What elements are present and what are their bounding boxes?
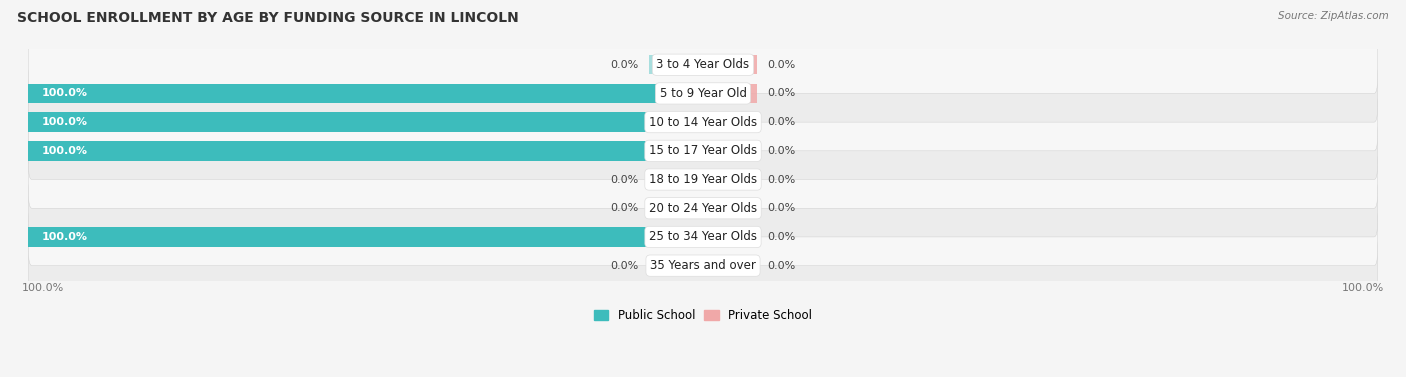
Bar bbox=[703, 227, 756, 247]
Bar bbox=[28, 112, 703, 132]
Text: 0.0%: 0.0% bbox=[768, 146, 796, 156]
Text: SCHOOL ENROLLMENT BY AGE BY FUNDING SOURCE IN LINCOLN: SCHOOL ENROLLMENT BY AGE BY FUNDING SOUR… bbox=[17, 11, 519, 25]
Text: 5 to 9 Year Old: 5 to 9 Year Old bbox=[659, 87, 747, 100]
Bar bbox=[650, 198, 703, 218]
FancyBboxPatch shape bbox=[28, 36, 1378, 93]
Text: 25 to 34 Year Olds: 25 to 34 Year Olds bbox=[650, 230, 756, 244]
Bar bbox=[28, 227, 703, 247]
Text: 20 to 24 Year Olds: 20 to 24 Year Olds bbox=[650, 202, 756, 215]
Bar bbox=[650, 55, 703, 75]
FancyBboxPatch shape bbox=[28, 122, 1378, 179]
Bar bbox=[703, 84, 756, 103]
Text: 0.0%: 0.0% bbox=[610, 203, 638, 213]
Text: 0.0%: 0.0% bbox=[768, 89, 796, 98]
Text: 10 to 14 Year Olds: 10 to 14 Year Olds bbox=[650, 116, 756, 129]
Text: 100.0%: 100.0% bbox=[42, 232, 89, 242]
Text: 0.0%: 0.0% bbox=[610, 261, 638, 271]
Text: 100.0%: 100.0% bbox=[1341, 284, 1385, 293]
Text: 100.0%: 100.0% bbox=[21, 284, 65, 293]
Text: 0.0%: 0.0% bbox=[610, 175, 638, 184]
Bar bbox=[703, 112, 756, 132]
Text: 100.0%: 100.0% bbox=[42, 117, 89, 127]
Bar bbox=[703, 55, 756, 75]
Text: 18 to 19 Year Olds: 18 to 19 Year Olds bbox=[650, 173, 756, 186]
Text: 0.0%: 0.0% bbox=[768, 203, 796, 213]
FancyBboxPatch shape bbox=[28, 65, 1378, 122]
Text: 3 to 4 Year Olds: 3 to 4 Year Olds bbox=[657, 58, 749, 71]
Text: 100.0%: 100.0% bbox=[42, 146, 89, 156]
Text: 0.0%: 0.0% bbox=[768, 232, 796, 242]
Bar bbox=[650, 256, 703, 275]
Text: 0.0%: 0.0% bbox=[768, 117, 796, 127]
Text: 0.0%: 0.0% bbox=[610, 60, 638, 70]
Bar bbox=[28, 84, 703, 103]
Text: 0.0%: 0.0% bbox=[768, 175, 796, 184]
FancyBboxPatch shape bbox=[28, 179, 1378, 237]
Bar bbox=[703, 198, 756, 218]
FancyBboxPatch shape bbox=[28, 208, 1378, 266]
Bar bbox=[703, 170, 756, 189]
Text: 100.0%: 100.0% bbox=[42, 89, 89, 98]
Bar bbox=[650, 170, 703, 189]
Bar bbox=[703, 141, 756, 161]
Text: 35 Years and over: 35 Years and over bbox=[650, 259, 756, 272]
FancyBboxPatch shape bbox=[28, 93, 1378, 151]
Text: 0.0%: 0.0% bbox=[768, 60, 796, 70]
Text: Source: ZipAtlas.com: Source: ZipAtlas.com bbox=[1278, 11, 1389, 21]
FancyBboxPatch shape bbox=[28, 237, 1378, 294]
Text: 15 to 17 Year Olds: 15 to 17 Year Olds bbox=[650, 144, 756, 157]
Bar bbox=[28, 141, 703, 161]
FancyBboxPatch shape bbox=[28, 151, 1378, 208]
Bar bbox=[703, 256, 756, 275]
Text: 0.0%: 0.0% bbox=[768, 261, 796, 271]
Legend: Public School, Private School: Public School, Private School bbox=[589, 304, 817, 326]
